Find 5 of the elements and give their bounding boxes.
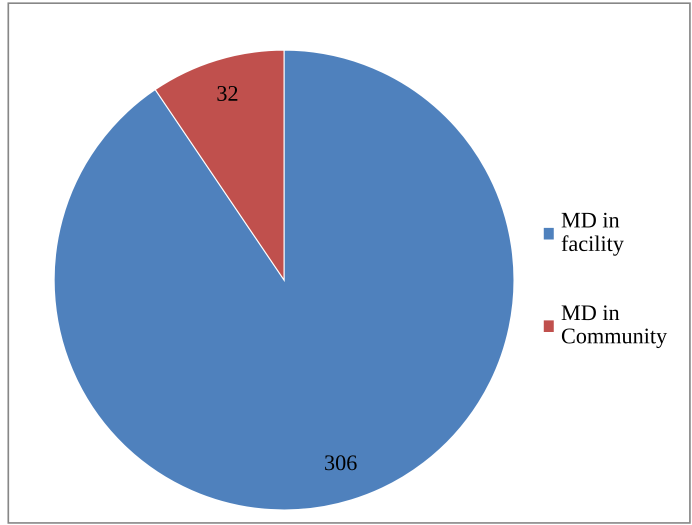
pie-slice (54, 50, 515, 511)
legend-label: MD in facility (562, 212, 624, 256)
data-label: 306 (325, 455, 357, 470)
data-label: 32 (217, 86, 238, 101)
legend-label: MD in Community (562, 305, 668, 348)
